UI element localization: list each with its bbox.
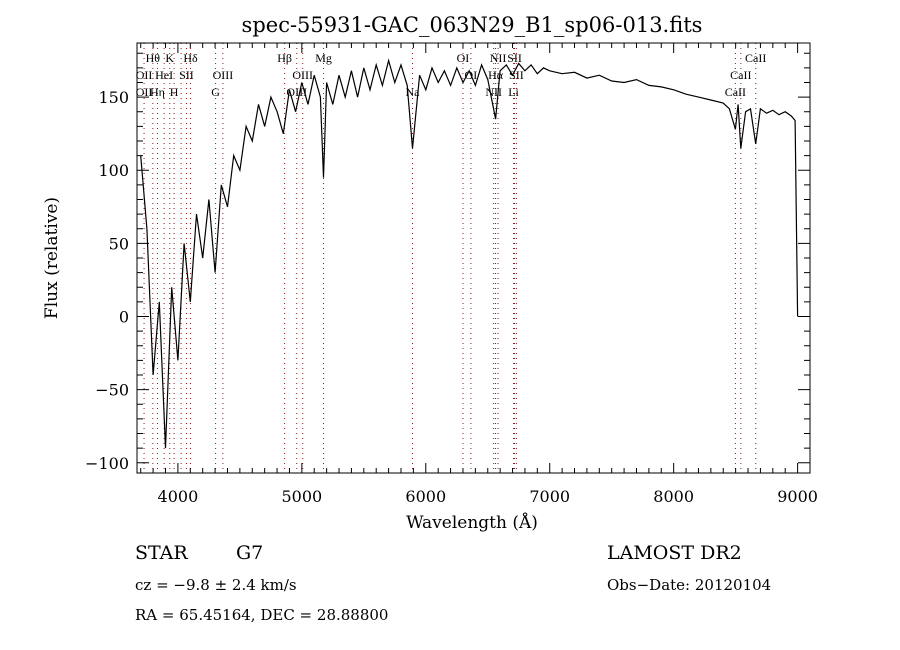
y-axis-label: Flux (relative) (42, 197, 62, 319)
line-label: OI (457, 51, 470, 65)
line-label: OII (136, 68, 153, 82)
line-label: Hη (150, 85, 165, 99)
y-tick-label: 150 (98, 88, 129, 107)
plot-frame (136, 42, 811, 474)
line-label: HeI (155, 68, 173, 82)
line-label: CaII (730, 68, 751, 82)
line-label: Mg (315, 51, 332, 65)
y-tick-label: −50 (95, 381, 129, 400)
obs-date: Obs−Date: 20120104 (607, 576, 771, 594)
line-label: OIII (213, 68, 234, 82)
line-label: NII (485, 85, 502, 99)
chart-title: spec-55931-GAC_063N29_B1_sp06-013.fits (242, 13, 703, 37)
line-label: Hβ (277, 51, 292, 65)
coordinates: RA = 65.45164, DEC = 28.88800 (135, 606, 388, 624)
y-tick-label: 100 (98, 161, 129, 180)
line-label: G (211, 85, 220, 99)
line-label: H (170, 85, 179, 99)
line-label: OII (136, 85, 153, 99)
x-tick-label: 8000 (653, 487, 694, 506)
line-markers (143, 43, 757, 473)
y-tick-label: −100 (85, 454, 129, 473)
redshift-cz: cz = −9.8 ± 2.4 km/s (135, 576, 297, 594)
x-tick-label: 4000 (158, 487, 199, 506)
line-label: Na (406, 85, 421, 99)
line-label: SII (509, 68, 524, 82)
x-tick-label: 7000 (529, 487, 570, 506)
y-tick-label: 0 (119, 308, 129, 327)
line-label: CaII (725, 85, 746, 99)
axis-ticks: 4000 5000 6000 7000 8000 9000 −100 −50 0 50 100 150 (85, 43, 818, 506)
line-label: Li (508, 85, 519, 99)
line-label: OIII (292, 68, 313, 82)
subclass: G7 (236, 542, 263, 564)
x-tick-label: 5000 (281, 487, 322, 506)
survey-name: LAMOST DR2 (607, 542, 742, 564)
x-axis-label: Wavelength (Å) (406, 512, 538, 533)
line-label: Hθ (146, 51, 161, 65)
x-tick-label: 9000 (777, 487, 818, 506)
spectrum-line (140, 58, 799, 449)
line-label: K (165, 51, 174, 65)
object-type: STAR (135, 542, 188, 564)
y-tick-label: 50 (109, 234, 129, 253)
line-label: CaII (745, 51, 766, 65)
x-tick-label: 6000 (405, 487, 446, 506)
line-label: NII (490, 51, 507, 65)
line-label: SII (179, 68, 194, 82)
line-label: Hδ (183, 51, 198, 65)
line-label: SII (507, 51, 522, 65)
